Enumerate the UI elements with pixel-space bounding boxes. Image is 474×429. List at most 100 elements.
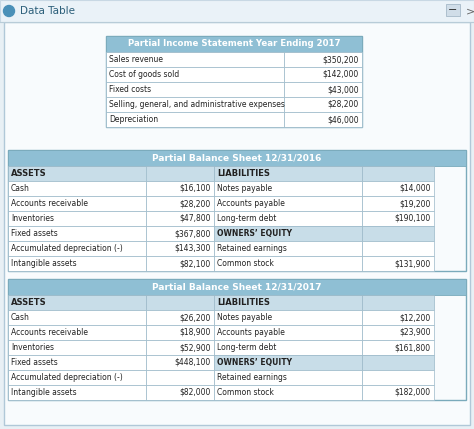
- Bar: [8, 370, 146, 385]
- Bar: [214, 256, 362, 271]
- Bar: [146, 241, 214, 256]
- Bar: [146, 181, 214, 196]
- Text: $12,200: $12,200: [400, 313, 431, 322]
- Bar: [284, 52, 362, 67]
- Bar: [8, 150, 466, 271]
- Bar: [214, 325, 362, 340]
- Text: $142,000: $142,000: [323, 70, 359, 79]
- Bar: [214, 196, 362, 211]
- Text: LIABILITIES: LIABILITIES: [217, 298, 270, 307]
- Text: ASSETS: ASSETS: [11, 298, 46, 307]
- Bar: [146, 196, 214, 211]
- Text: Accounts receivable: Accounts receivable: [11, 328, 88, 337]
- Bar: [214, 385, 362, 400]
- Bar: [362, 256, 434, 271]
- Bar: [362, 196, 434, 211]
- Bar: [362, 166, 434, 181]
- Bar: [106, 36, 362, 127]
- Text: $28,200: $28,200: [328, 100, 359, 109]
- Bar: [106, 97, 284, 112]
- Bar: [8, 196, 146, 211]
- Text: $143,300: $143,300: [174, 244, 211, 253]
- Text: $350,200: $350,200: [323, 55, 359, 64]
- Bar: [284, 67, 362, 82]
- Text: Long-term debt: Long-term debt: [217, 214, 276, 223]
- Bar: [146, 166, 214, 181]
- Text: Accounts payable: Accounts payable: [217, 199, 285, 208]
- Bar: [146, 370, 214, 385]
- Bar: [362, 355, 434, 370]
- Bar: [214, 226, 362, 241]
- Text: Partial Balance Sheet 12/31/2016: Partial Balance Sheet 12/31/2016: [152, 154, 322, 163]
- Bar: [8, 279, 466, 295]
- Text: $18,900: $18,900: [180, 328, 211, 337]
- Text: Fixed costs: Fixed costs: [109, 85, 151, 94]
- Circle shape: [3, 6, 15, 16]
- Bar: [146, 256, 214, 271]
- Text: $82,000: $82,000: [180, 388, 211, 397]
- Bar: [8, 310, 146, 325]
- Bar: [362, 181, 434, 196]
- Text: Cash: Cash: [11, 184, 30, 193]
- Text: $52,900: $52,900: [180, 343, 211, 352]
- Text: Sales revenue: Sales revenue: [109, 55, 163, 64]
- Text: LIABILITIES: LIABILITIES: [217, 169, 270, 178]
- Text: $28,200: $28,200: [180, 199, 211, 208]
- Bar: [8, 241, 146, 256]
- Bar: [8, 385, 146, 400]
- Bar: [8, 181, 146, 196]
- Bar: [362, 370, 434, 385]
- Bar: [8, 355, 146, 370]
- Text: Notes payable: Notes payable: [217, 184, 272, 193]
- Bar: [106, 112, 284, 127]
- Text: Cost of goods sold: Cost of goods sold: [109, 70, 179, 79]
- Text: Retained earnings: Retained earnings: [217, 244, 287, 253]
- Text: Notes payable: Notes payable: [217, 313, 272, 322]
- Bar: [284, 112, 362, 127]
- Bar: [362, 226, 434, 241]
- Bar: [8, 340, 146, 355]
- Text: Accounts receivable: Accounts receivable: [11, 199, 88, 208]
- Bar: [362, 385, 434, 400]
- Bar: [362, 325, 434, 340]
- Bar: [8, 279, 466, 400]
- Bar: [214, 340, 362, 355]
- Text: Data Table: Data Table: [20, 6, 75, 16]
- Bar: [8, 166, 214, 181]
- Bar: [8, 256, 146, 271]
- Text: $23,900: $23,900: [400, 328, 431, 337]
- Text: Fixed assets: Fixed assets: [11, 358, 58, 367]
- Bar: [214, 211, 362, 226]
- Bar: [214, 295, 362, 310]
- Bar: [8, 295, 146, 310]
- Text: Cash: Cash: [11, 313, 30, 322]
- Text: Inventories: Inventories: [11, 214, 54, 223]
- Bar: [146, 211, 214, 226]
- Bar: [214, 241, 362, 256]
- Bar: [8, 325, 146, 340]
- Text: Accumulated depreciation (-): Accumulated depreciation (-): [11, 373, 123, 382]
- Text: $16,100: $16,100: [180, 184, 211, 193]
- Text: $367,800: $367,800: [174, 229, 211, 238]
- Bar: [8, 211, 146, 226]
- Text: Depreciation: Depreciation: [109, 115, 158, 124]
- Bar: [146, 226, 214, 241]
- Text: Selling, general, and administrative expenses: Selling, general, and administrative exp…: [109, 100, 285, 109]
- Text: $43,000: $43,000: [328, 85, 359, 94]
- Text: Intangible assets: Intangible assets: [11, 259, 77, 268]
- Bar: [446, 4, 460, 16]
- Text: Accumulated depreciation (-): Accumulated depreciation (-): [11, 244, 123, 253]
- Text: Partial Balance Sheet 12/31/2017: Partial Balance Sheet 12/31/2017: [152, 283, 322, 291]
- Text: >: >: [466, 6, 474, 16]
- Bar: [214, 166, 362, 181]
- Text: $190,100: $190,100: [395, 214, 431, 223]
- Bar: [8, 150, 466, 166]
- Text: OWNERS’ EQUITY: OWNERS’ EQUITY: [217, 229, 292, 238]
- Text: $26,200: $26,200: [180, 313, 211, 322]
- Bar: [214, 355, 362, 370]
- Text: $46,000: $46,000: [328, 115, 359, 124]
- Text: Partial Income Statement Year Ending 2017: Partial Income Statement Year Ending 201…: [128, 39, 340, 48]
- Bar: [362, 211, 434, 226]
- Text: Retained earnings: Retained earnings: [217, 373, 287, 382]
- Bar: [146, 340, 214, 355]
